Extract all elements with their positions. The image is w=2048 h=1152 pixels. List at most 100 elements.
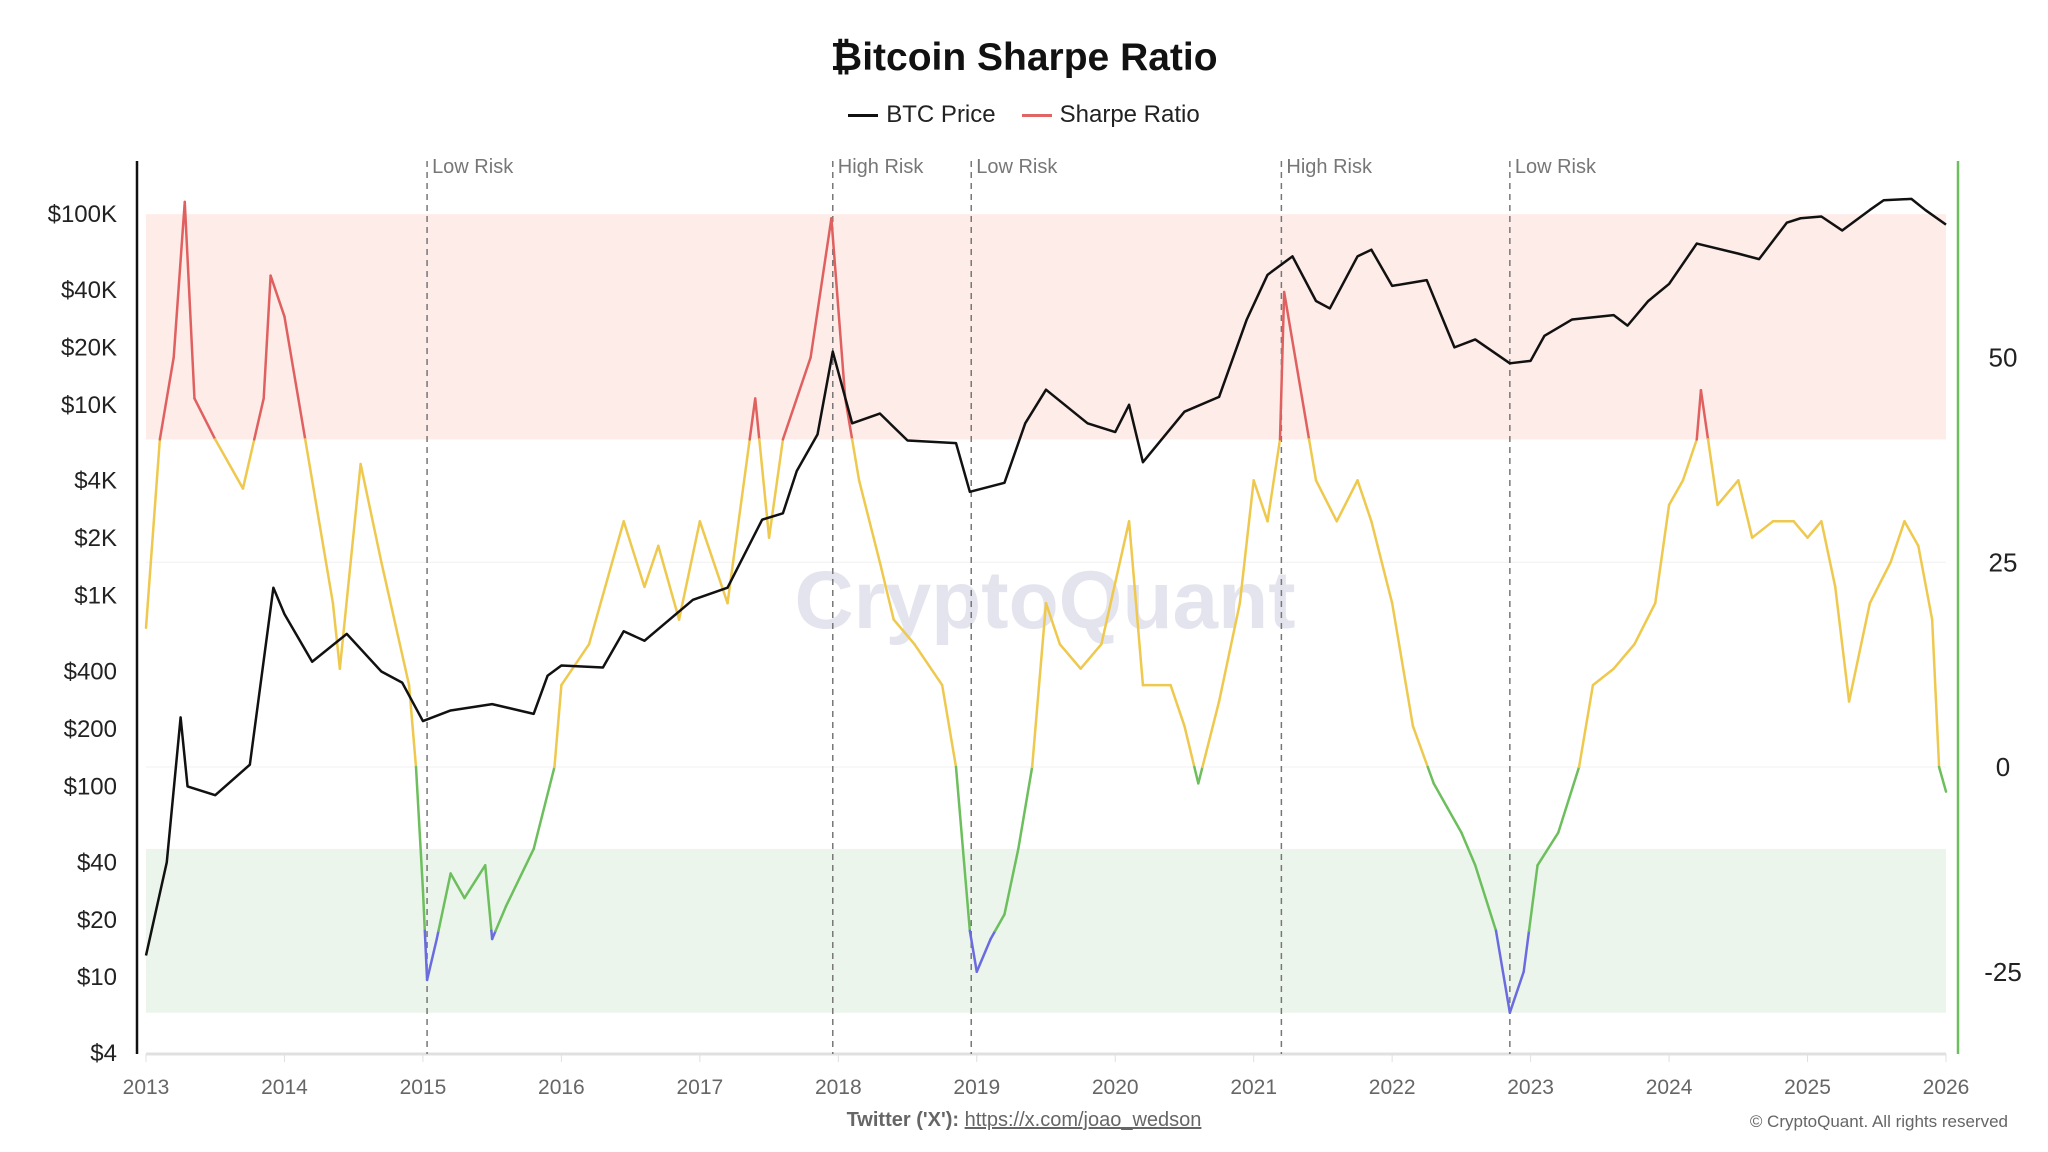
- sharpe-ratio-segment: [1820, 520, 1837, 589]
- sharpe-ratio-segment: [1426, 765, 1435, 785]
- sharpe-ratio-segment: [253, 397, 265, 441]
- x-tick-label: 2018: [815, 1076, 862, 1099]
- sharpe-ratio-segment: [423, 929, 429, 982]
- sharpe-ratio-segment: [449, 872, 466, 900]
- sharpe-ratio-segment: [1100, 520, 1131, 646]
- sharpe-ratio-segment: [1017, 765, 1034, 851]
- sharpe-ratio-segment: [359, 462, 383, 564]
- x-tick-label: 2014: [261, 1076, 308, 1099]
- sharpe-ratio-segment: [1536, 831, 1560, 867]
- sharpe-ratio-segment: [1527, 864, 1539, 933]
- sharpe-ratio-segment: [1169, 683, 1186, 728]
- sharpe-ratio-segment: [269, 274, 286, 318]
- sharpe-ratio-segment: [1508, 970, 1525, 1014]
- sharpe-ratio-segment: [1217, 601, 1242, 703]
- y-left-tick-label: $20: [77, 907, 117, 934]
- sharpe-ratio-segment: [643, 544, 660, 589]
- risk-marker-label: High Risk: [1286, 156, 1373, 178]
- sharpe-ratio-segment: [1667, 479, 1685, 507]
- sharpe-ratio-segment: [975, 937, 992, 973]
- sharpe-ratio-segment: [1314, 479, 1339, 523]
- x-tick-label: 2015: [400, 1076, 447, 1099]
- sharpe-ratio-segment: [380, 561, 411, 687]
- sharpe-ratio-segment: [494, 904, 508, 933]
- sharpe-ratio-segment: [297, 397, 307, 441]
- sharpe-ratio-segment: [892, 618, 916, 646]
- sharpe-ratio-segment: [1903, 520, 1920, 548]
- sharpe-ratio-segment: [993, 913, 1006, 933]
- sharpe-ratio-segment: [1591, 667, 1615, 687]
- sharpe-ratio-segment: [1473, 864, 1498, 933]
- sharpe-ratio-segment: [1390, 601, 1415, 728]
- y-right-tick-label: 0: [1996, 752, 2010, 782]
- sharpe-ratio-segment: [1127, 520, 1145, 687]
- x-tick-label: 2016: [538, 1076, 585, 1099]
- sharpe-ratio-segment: [1889, 520, 1906, 564]
- sharpe-ratio-segment: [1706, 438, 1719, 507]
- x-tick-label: 2013: [123, 1076, 170, 1099]
- sharpe-ratio-segment: [850, 438, 861, 482]
- sharpe-ratio-segment: [1699, 389, 1710, 441]
- sharpe-ratio-segment: [1460, 831, 1477, 867]
- sharpe-ratio-segment: [1307, 438, 1318, 482]
- y-left-tick-label: $40K: [61, 277, 117, 304]
- x-tick-label: 2022: [1369, 1076, 1416, 1099]
- sharpe-ratio-segment: [414, 765, 425, 892]
- legend: BTC Price Sharpe Ratio: [0, 101, 2048, 129]
- sharpe-ratio-segment: [913, 642, 944, 687]
- sharpe-ratio-segment: [1917, 544, 1934, 621]
- sharpe-ratio-segment: [532, 765, 556, 851]
- sharpe-ratio-segment: [425, 937, 439, 982]
- btc-price-line: [144, 197, 1947, 956]
- sharpe-ratio-segment: [940, 683, 958, 769]
- sharpe-ratio-segment: [437, 872, 452, 933]
- sharpe-ratio-segment: [1930, 618, 1941, 769]
- legend-item-sharpe-ratio[interactable]: Sharpe Ratio: [1021, 101, 1200, 129]
- sharpe-ratio-segment: [857, 479, 882, 564]
- sharpe-ratio-segment: [657, 544, 681, 621]
- sharpe-ratio-segment: [172, 200, 187, 359]
- sharpe-ratio-segment: [331, 601, 342, 670]
- y-left-tick-label: $4K: [74, 468, 117, 495]
- sharpe-ratio-segment: [1737, 479, 1754, 539]
- sharpe-ratio-segment: [1252, 479, 1269, 523]
- sharpe-ratio-segment: [1681, 438, 1699, 482]
- twitter-link[interactable]: https://x.com/joao_wedson: [964, 1109, 1202, 1131]
- y-left-tick-label: $20K: [61, 334, 117, 361]
- sharpe-ratio-segment: [303, 438, 314, 482]
- sharpe-ratio-segment: [1278, 290, 1286, 441]
- sharpe-ratio-segment: [463, 864, 487, 900]
- sharpe-ratio-segment: [1266, 438, 1282, 523]
- sharpe-ratio-segment: [1238, 479, 1255, 605]
- sharpe-ratio-segment: [262, 274, 272, 400]
- x-tick-label: 2017: [676, 1076, 723, 1099]
- legend-swatch: [848, 113, 879, 117]
- sharpe-ratio-segment: [1833, 585, 1851, 703]
- sharpe-ratio-segment: [726, 438, 751, 605]
- sharpe-ratio-segment: [748, 397, 757, 441]
- sharpe-ratio-segment: [1044, 601, 1062, 646]
- sharpe-ratio-segment: [310, 479, 335, 605]
- y-left-tick-label: $400: [64, 659, 117, 686]
- sharpe-ratio-segment: [954, 765, 972, 933]
- sharpe-ratio-segment: [989, 929, 997, 941]
- sharpe-ratio-segment: [421, 888, 427, 933]
- legend-label: BTC Price: [886, 101, 996, 128]
- twitter-label: Twitter ('X'):: [846, 1109, 960, 1131]
- y-right-tick-label: 50: [1989, 343, 2018, 373]
- sharpe-ratio-segment: [758, 438, 771, 539]
- sharpe-ratio-segment: [183, 200, 196, 400]
- y-left-tick-label: $4: [90, 1040, 117, 1067]
- legend-item-btc-price[interactable]: BTC Price: [848, 101, 996, 129]
- y-left-tick-label: $10K: [61, 392, 117, 419]
- y-left-tick-label: $200: [64, 716, 117, 743]
- sharpe-ratio-segment: [1446, 806, 1463, 834]
- sharpe-ratio-segment: [560, 642, 591, 687]
- sharpe-ratio-segment: [1079, 642, 1103, 670]
- legend-swatch: [1021, 113, 1052, 117]
- x-tick-label: 2020: [1092, 1076, 1139, 1099]
- sharpe-ratio-segment: [213, 438, 245, 490]
- sharpe-ratio-segment: [1716, 479, 1740, 507]
- sharpe-ratio-segment: [504, 847, 535, 908]
